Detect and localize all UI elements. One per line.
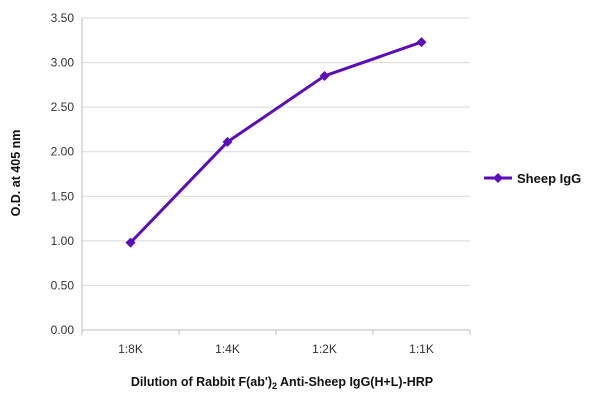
data-point-1-4k bbox=[222, 136, 233, 147]
y-tick-label: 1.50 bbox=[51, 189, 75, 203]
y-axis-ticks: 0.00 0.50 1.00 1.50 2.00 2.50 3.00 3.50 bbox=[51, 11, 75, 337]
x-axis-title-subscript: 2 bbox=[272, 381, 277, 391]
legend: Sheep IgG bbox=[484, 171, 581, 186]
series bbox=[125, 37, 427, 248]
y-axis-title: O.D. at 405 nm bbox=[9, 130, 23, 217]
data-point-1-2k bbox=[319, 70, 330, 81]
legend-marker-sheep-igg bbox=[493, 173, 503, 183]
x-axis-title: Dilution of Rabbit F(ab')2 Anti-Sheep Ig… bbox=[131, 375, 433, 391]
y-tick-label: 3.00 bbox=[51, 56, 75, 70]
y-tick-label: 2.00 bbox=[51, 145, 75, 159]
x-tick-label: 1:1K bbox=[409, 342, 434, 356]
x-tick-label: 1:8K bbox=[118, 342, 143, 356]
series-line-sheep-igg bbox=[129, 40, 422, 244]
y-tick-label: 3.50 bbox=[51, 11, 75, 25]
legend-label-sheep-igg: Sheep IgG bbox=[517, 171, 581, 186]
gridlines bbox=[82, 17, 470, 286]
y-tick-label: 0.00 bbox=[51, 323, 75, 337]
axes bbox=[81, 18, 471, 335]
x-axis-title-rest: Anti-Sheep IgG(H+L)-HRP bbox=[277, 375, 433, 389]
x-tick-label: 1:2K bbox=[312, 342, 337, 356]
x-tick-label: 1:4K bbox=[215, 342, 240, 356]
x-axis-ticks: 1:8K 1:4K 1:2K 1:1K bbox=[118, 342, 434, 356]
data-point-1-8k bbox=[125, 237, 136, 248]
y-tick-label: 2.50 bbox=[51, 100, 75, 114]
data-point-1-1k bbox=[416, 37, 427, 48]
y-tick-label: 0.50 bbox=[51, 278, 75, 292]
y-tick-label: 1.00 bbox=[51, 234, 75, 248]
x-axis-title-main: Dilution of Rabbit F(ab') bbox=[131, 375, 272, 389]
